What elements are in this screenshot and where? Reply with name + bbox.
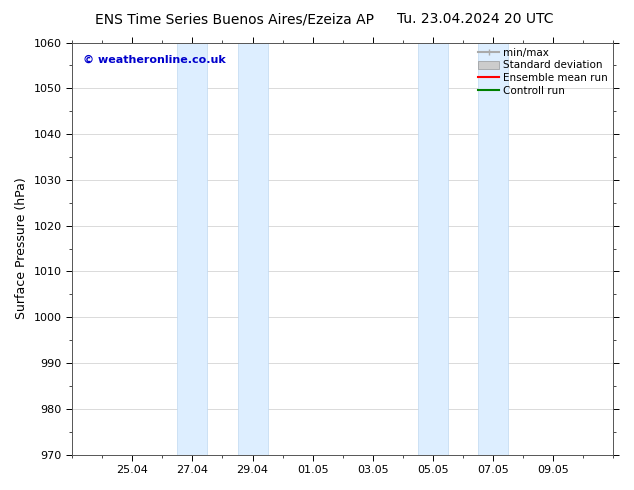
Bar	[418, 43, 448, 455]
Text: © weatheronline.co.uk: © weatheronline.co.uk	[83, 55, 226, 65]
Bar	[238, 43, 268, 455]
Text: ENS Time Series Buenos Aires/Ezeiza AP: ENS Time Series Buenos Aires/Ezeiza AP	[95, 12, 374, 26]
Bar	[178, 43, 207, 455]
Y-axis label: Surface Pressure (hPa): Surface Pressure (hPa)	[15, 178, 28, 319]
Bar	[478, 43, 508, 455]
Legend: min/max, Standard deviation, Ensemble mean run, Controll run: min/max, Standard deviation, Ensemble me…	[476, 46, 611, 98]
Text: Tu. 23.04.2024 20 UTC: Tu. 23.04.2024 20 UTC	[398, 12, 553, 26]
